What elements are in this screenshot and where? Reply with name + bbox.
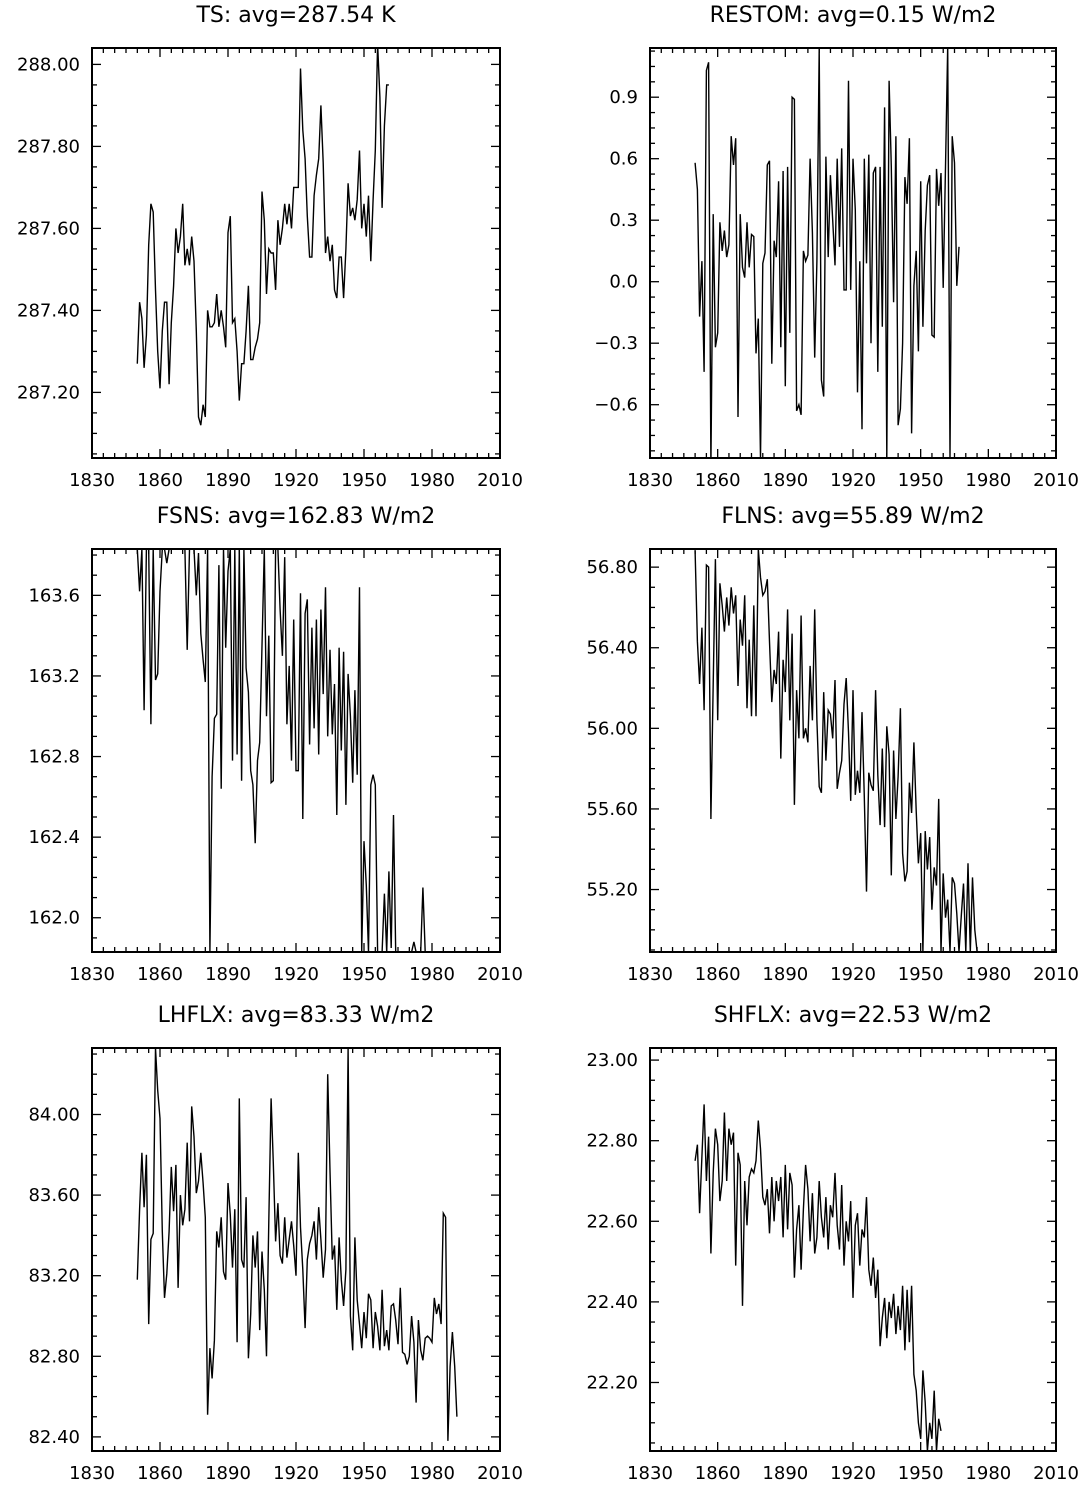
y-tick-label: 287.40 — [17, 300, 80, 321]
x-tick-label: 1890 — [205, 470, 251, 491]
x-tick-label: 1860 — [137, 470, 183, 491]
series-line — [136, 549, 426, 952]
x-tick-label: 2010 — [477, 964, 523, 985]
x-tick-label: 1950 — [341, 964, 387, 985]
y-tick-label: 287.20 — [17, 382, 80, 403]
x-tick-label: 1920 — [830, 964, 876, 985]
x-tick-label: 1950 — [898, 1463, 944, 1484]
x-tick-label: 1860 — [137, 964, 183, 985]
y-tick-label: 56.80 — [586, 557, 638, 578]
x-tick-label: 1830 — [627, 1463, 673, 1484]
y-tick-label: 22.20 — [586, 1372, 638, 1393]
x-tick-label: 1920 — [830, 470, 876, 491]
panel-title: FSNS: avg=162.83 W/m2 — [157, 504, 436, 529]
x-tick-label: 2010 — [477, 470, 523, 491]
y-tick-label: −0.6 — [594, 395, 638, 416]
y-tick-label: 55.20 — [586, 880, 638, 901]
x-tick-label: 2010 — [1033, 964, 1079, 985]
x-tick-label: 1920 — [273, 1463, 319, 1484]
x-tick-label: 1830 — [627, 964, 673, 985]
y-tick-label: 163.6 — [28, 585, 80, 606]
x-tick-label: 2010 — [1033, 1463, 1079, 1484]
x-tick-label: 1890 — [762, 964, 808, 985]
panel-title: TS: avg=287.54 K — [195, 3, 396, 28]
x-tick-label: 1890 — [205, 1463, 251, 1484]
x-tick-label: 1920 — [830, 1463, 876, 1484]
y-tick-label: 162.0 — [28, 908, 80, 929]
y-tick-label: 0.0 — [609, 272, 638, 293]
panel-shflx: SHFLX: avg=22.53 W/m2 1830 1860 1890 1920 19… — [586, 1003, 1078, 1484]
panel-title: RESTOM: avg=0.15 W/m2 — [710, 3, 997, 28]
y-tick-label: 22.40 — [586, 1292, 638, 1313]
x-tick-label: 1890 — [762, 470, 808, 491]
panel-ts: TS: avg=287.54 K 1830 1860 1890 1920 1950 198… — [17, 3, 523, 491]
y-tick-label: 22.60 — [586, 1211, 638, 1232]
x-tick-label: 1830 — [69, 470, 115, 491]
x-tick-label: 1920 — [273, 470, 319, 491]
x-tick-label: 1830 — [69, 1463, 115, 1484]
y-tick-label: 83.60 — [28, 1185, 80, 1206]
y-tick-label: 0.3 — [609, 210, 638, 231]
x-tick-label: 1890 — [205, 964, 251, 985]
x-tick-label: 1890 — [762, 1463, 808, 1484]
x-tick-label: 1860 — [695, 1463, 741, 1484]
y-tick-label: 287.80 — [17, 136, 80, 157]
y-tick-label: 23.00 — [586, 1050, 638, 1071]
y-tick-label: 162.4 — [28, 827, 80, 848]
y-tick-label: 83.20 — [28, 1266, 80, 1287]
panel-title: SHFLX: avg=22.53 W/m2 — [714, 1003, 992, 1028]
series-line — [694, 48, 960, 458]
series-line — [136, 48, 389, 426]
x-tick-label: 1950 — [898, 964, 944, 985]
y-tick-label: 56.00 — [586, 718, 638, 739]
y-tick-label: 0.9 — [609, 87, 638, 108]
y-tick-label: −0.3 — [594, 333, 638, 354]
x-tick-label: 1860 — [695, 964, 741, 985]
panel-flns: FLNS: avg=55.89 W/m2 1830 1860 1890 1920 195… — [586, 504, 1078, 985]
x-tick-label: 1980 — [409, 964, 455, 985]
y-tick-label: 287.60 — [17, 218, 80, 239]
x-tick-label: 2010 — [1033, 470, 1079, 491]
x-tick-label: 1980 — [965, 1463, 1011, 1484]
x-tick-label: 1860 — [695, 470, 741, 491]
x-tick-label: 1950 — [341, 1463, 387, 1484]
y-tick-label: 288.00 — [17, 54, 80, 75]
y-tick-label: 82.40 — [28, 1427, 80, 1448]
x-tick-label: 2010 — [477, 1463, 523, 1484]
series-line — [694, 1104, 942, 1451]
panel-lhflx: LHFLX: avg=83.33 W/m2 1830 1860 1890 1920 19… — [28, 1003, 522, 1484]
x-tick-label: 1980 — [409, 470, 455, 491]
x-tick-label: 1980 — [965, 470, 1011, 491]
x-tick-label: 1950 — [341, 470, 387, 491]
panel-fsns: FSNS: avg=162.83 W/m2 1830 1860 1890 1920 19… — [28, 504, 522, 985]
x-tick-label: 1950 — [898, 470, 944, 491]
panel-restom: RESTOM: avg=0.15 W/m2 1830 1860 1890 1920 19… — [594, 3, 1079, 491]
x-tick-label: 1830 — [69, 964, 115, 985]
x-tick-label: 1980 — [965, 964, 1011, 985]
y-tick-label: 55.60 — [586, 799, 638, 820]
series-line — [136, 1048, 458, 1441]
y-tick-label: 82.80 — [28, 1346, 80, 1367]
y-tick-label: 162.8 — [28, 747, 80, 768]
plot-frame — [91, 47, 501, 459]
x-tick-label: 1920 — [273, 964, 319, 985]
x-tick-label: 1980 — [409, 1463, 455, 1484]
panel-title: LHFLX: avg=83.33 W/m2 — [158, 1003, 435, 1028]
series-line — [694, 549, 978, 952]
y-tick-label: 163.2 — [28, 666, 80, 687]
panel-title: FLNS: avg=55.89 W/m2 — [721, 504, 984, 529]
y-tick-label: 22.80 — [586, 1131, 638, 1152]
x-tick-label: 1860 — [137, 1463, 183, 1484]
x-tick-label: 1830 — [627, 470, 673, 491]
y-tick-label: 56.40 — [586, 638, 638, 659]
y-tick-label: 0.6 — [609, 149, 638, 170]
y-tick-label: 84.00 — [28, 1104, 80, 1125]
